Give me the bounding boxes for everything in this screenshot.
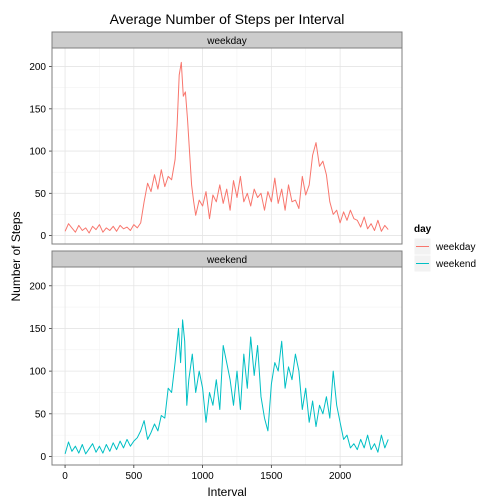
- legend-label-weekend: weekend: [435, 259, 476, 270]
- x-tick-label: 500: [125, 471, 142, 482]
- y-tick-label: 200: [29, 62, 46, 73]
- series-line-weekend: [64, 319, 389, 455]
- y-tick-label: 50: [35, 409, 47, 420]
- y-tick-label: 50: [35, 189, 47, 200]
- x-tick-label: 1500: [260, 471, 283, 482]
- y-tick-label: 100: [29, 367, 46, 378]
- y-axis-label: Number of Steps: [9, 211, 23, 301]
- y-tick-label: 0: [40, 452, 46, 463]
- y-tick-label: 200: [29, 281, 46, 292]
- y-tick-label: 0: [40, 231, 46, 242]
- y-tick-label: 100: [29, 147, 46, 158]
- series-line-weekday: [64, 61, 389, 234]
- panel-border-weekend: [51, 266, 403, 466]
- facet-strip-label-weekday: weekday: [206, 36, 246, 47]
- panel-background-weekday: [52, 48, 402, 244]
- x-tick-label: 0: [62, 471, 68, 482]
- x-tick-label: 1000: [191, 471, 214, 482]
- x-tick-label: 2000: [329, 471, 352, 482]
- legend-title: day: [414, 224, 432, 235]
- y-tick-label: 150: [29, 324, 46, 335]
- legend-label-weekday: weekday: [435, 242, 475, 253]
- panel-border-weekday: [51, 47, 403, 245]
- x-axis-label: Interval: [207, 485, 246, 499]
- chart-title: Average Number of Steps per Interval: [110, 11, 345, 27]
- facet-strip-label-weekend: weekend: [206, 255, 247, 266]
- y-tick-label: 150: [29, 104, 46, 115]
